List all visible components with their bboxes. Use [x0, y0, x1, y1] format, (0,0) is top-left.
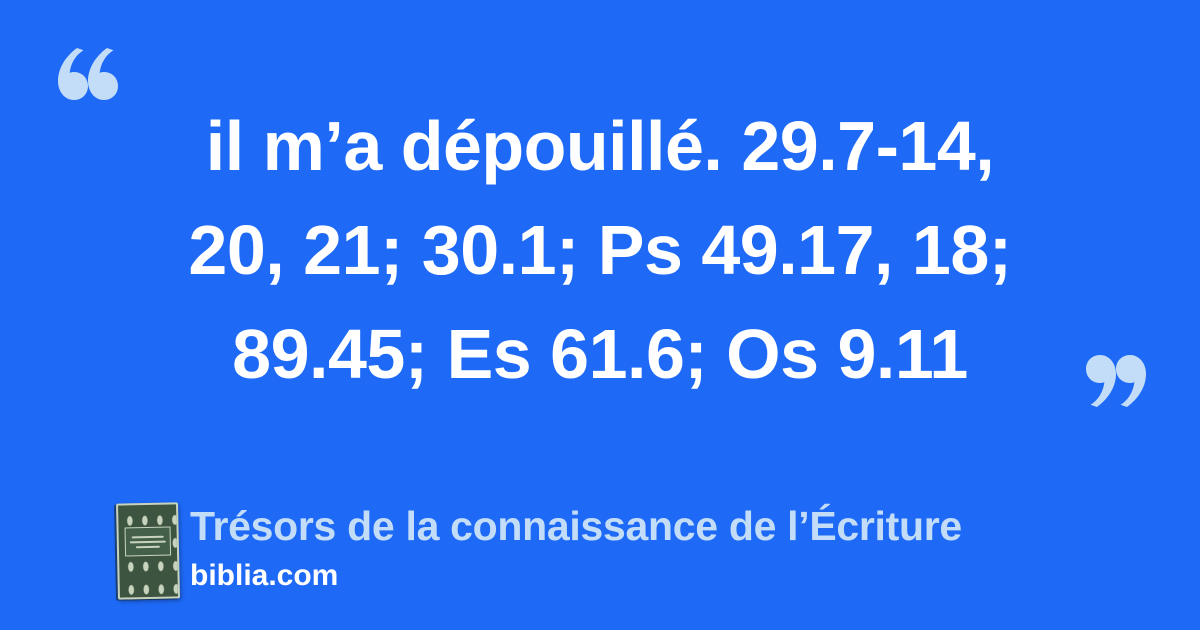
book-label-text-line [129, 540, 167, 543]
open-quote-icon [58, 48, 118, 100]
footer: Trésors de la connaissance de l’Écriture… [116, 500, 962, 600]
book-label-text-line [135, 545, 161, 548]
quote-text: il m’a dépouillé. 29.7-14, 20, 21; 30.1;… [0, 94, 1200, 406]
quote-line-3: 89.45; Es 61.6; Os 9.11 [232, 315, 968, 393]
footer-text: Trésors de la connaissance de l’Écriture… [190, 500, 962, 592]
resource-title: Trésors de la connaissance de l’Écriture [190, 503, 962, 549]
quote-line-2: 20, 21; 30.1; Ps 49.17, 18; [188, 211, 1012, 289]
book-cover-thumbnail [116, 502, 180, 600]
book-cover-label [124, 526, 172, 557]
site-domain: biblia.com [190, 559, 339, 592]
close-quote-icon [1086, 355, 1146, 407]
quote-line-1: il m’a dépouillé. 29.7-14, [205, 107, 995, 185]
book-label-text-line [131, 535, 164, 538]
